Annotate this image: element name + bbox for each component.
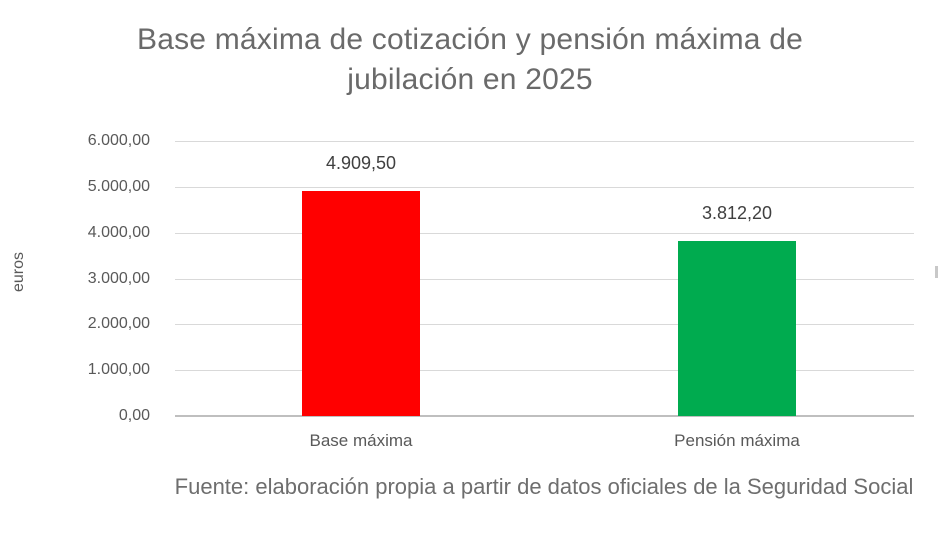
screen-edge-artifact xyxy=(935,266,938,278)
x-category-label-pension-maxima: Pensión máxima xyxy=(674,431,800,450)
x-axis-line xyxy=(175,415,914,417)
gridline xyxy=(175,141,914,142)
plot-area: 4.909,50 3.812,20 xyxy=(175,141,914,417)
y-axis-title: euros xyxy=(10,251,27,293)
bar-value-label-base-maxima: 4.909,50 xyxy=(325,153,397,173)
bar-pension-maxima xyxy=(678,241,796,416)
y-tick-label: 3.000,00 xyxy=(87,270,150,287)
bar-value-label-pension-maxima: 3.812,20 xyxy=(701,203,773,224)
bar-base-maxima xyxy=(302,191,420,416)
y-tick-label: 5.000,00 xyxy=(87,178,150,195)
y-tick-label: 2.000,00 xyxy=(87,315,150,332)
y-tick-label: 6.000,00 xyxy=(87,132,150,149)
gridline xyxy=(175,324,914,325)
gridline xyxy=(175,187,914,188)
gridline xyxy=(175,370,914,371)
gridline xyxy=(175,279,914,280)
chart-title: Base máxima de cotización y pensión máxi… xyxy=(137,23,803,96)
gridline xyxy=(175,233,914,234)
y-tick-label: 4.000,00 xyxy=(87,224,150,241)
y-tick-label: 0,00 xyxy=(118,407,150,424)
y-tick-label: 1.000,00 xyxy=(87,361,150,378)
x-category-label-base-maxima: Base máxima xyxy=(309,431,413,450)
source-note: Fuente: elaboración propia a partir de d… xyxy=(174,474,914,499)
